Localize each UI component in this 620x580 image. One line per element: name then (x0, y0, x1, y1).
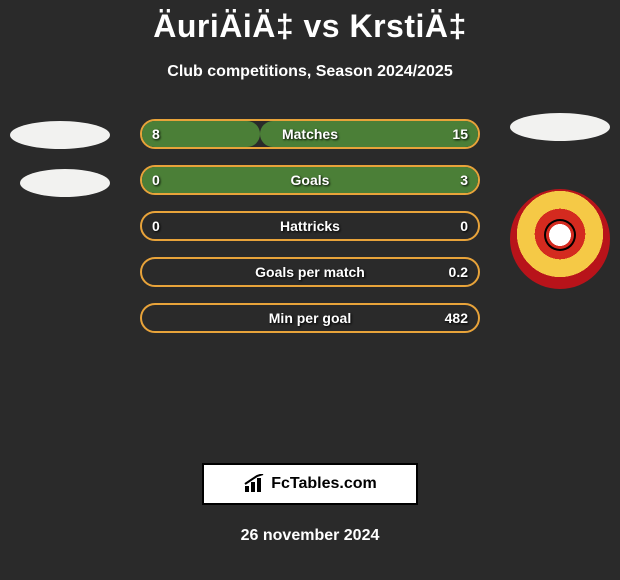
stat-bar: 0Hattricks0 (140, 211, 480, 241)
bar-label: Goals (142, 167, 478, 193)
stat-bar: 8Matches15 (140, 119, 480, 149)
stat-bar: 0Goals3 (140, 165, 480, 195)
bar-label: Min per goal (142, 305, 478, 331)
bar-value-right: 482 (445, 305, 468, 331)
stat-bars: 8Matches150Goals30Hattricks0Goals per ma… (140, 119, 480, 349)
club-crest-icon (510, 189, 610, 289)
bar-value-right: 3 (460, 167, 468, 193)
bar-value-right: 15 (452, 121, 468, 147)
site-badge: FcTables.com (202, 463, 418, 505)
stats-area: 8Matches150Goals30Hattricks0Goals per ma… (0, 113, 620, 353)
bar-value-right: 0.2 (449, 259, 468, 285)
ellipse-icon (510, 113, 610, 141)
site-label: FcTables.com (271, 475, 377, 493)
stat-bar: Goals per match0.2 (140, 257, 480, 287)
comparison-card: ÄuriÄiÄ‡ vs KrstiÄ‡ Club competitions, S… (0, 0, 620, 545)
ellipse-icon (10, 121, 110, 149)
bar-label: Goals per match (142, 259, 478, 285)
ellipse-icon (20, 169, 110, 197)
team-right-badge (510, 113, 610, 289)
stat-bar: Min per goal482 (140, 303, 480, 333)
subtitle: Club competitions, Season 2024/2025 (0, 63, 620, 81)
page-title: ÄuriÄiÄ‡ vs KrstiÄ‡ (0, 8, 620, 45)
bar-label: Matches (142, 121, 478, 147)
team-left-badge (10, 113, 110, 197)
date-label: 26 november 2024 (0, 527, 620, 545)
chart-icon (243, 474, 267, 494)
bar-label: Hattricks (142, 213, 478, 239)
bar-value-right: 0 (460, 213, 468, 239)
